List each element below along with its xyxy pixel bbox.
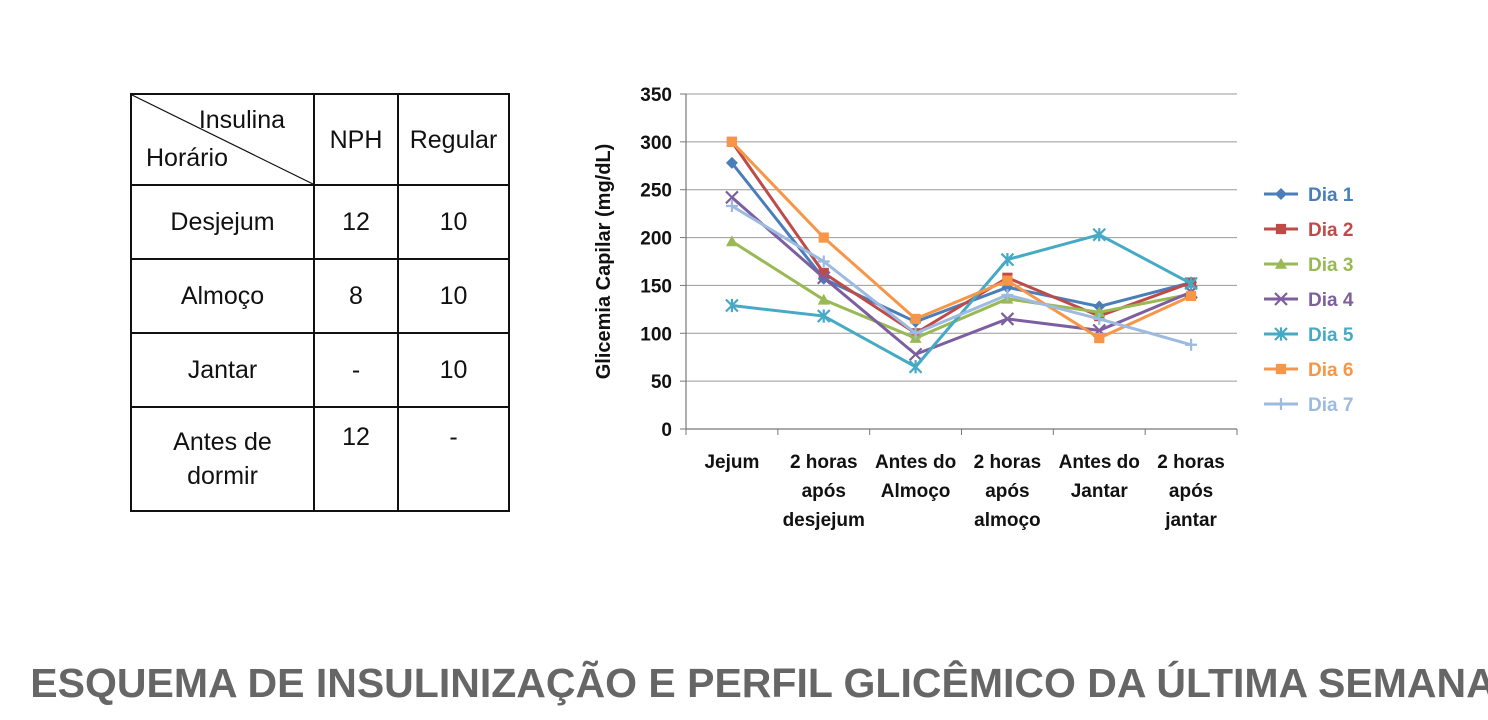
header-nph: NPH — [313, 93, 399, 186]
data-point — [1000, 252, 1015, 267]
data-point — [725, 298, 739, 313]
header-horario: Horário — [146, 144, 228, 172]
data-point — [726, 136, 738, 147]
data-point — [1275, 258, 1287, 269]
data-point — [1274, 292, 1288, 306]
x-tick-label: 2 horas após almoço — [974, 452, 1042, 531]
y-tick-label: 100 — [640, 324, 672, 345]
y-tick-label: 0 — [661, 420, 672, 441]
data-point — [909, 327, 922, 340]
cell-horario: Antes de dormir — [130, 406, 315, 512]
data-point — [1274, 327, 1288, 341]
table-header-row: Insulina Horário NPH Regular — [130, 93, 510, 186]
data-point — [1094, 332, 1105, 344]
data-point — [817, 255, 830, 268]
x-tick-label: Antes do Almoço — [875, 452, 956, 502]
x-tick-label: 2 horas após desjejum — [783, 452, 865, 531]
y-tick-label: 50 — [651, 372, 672, 393]
cell-horario-line: Jantar — [187, 356, 258, 384]
cell-regular: 10 — [397, 332, 510, 408]
table-row: Almoço 8 10 — [130, 258, 510, 334]
x-tick-label: Antes do Jantar — [1059, 452, 1140, 502]
series-line — [731, 204, 1192, 347]
x-tick-label: Jejum — [704, 452, 759, 473]
data-point — [910, 313, 921, 325]
data-point — [1275, 363, 1287, 375]
cell-horario: Desjejum — [130, 184, 315, 260]
page-title: ESQUEMA DE INSULINIZAÇÃO E PERFIL GLICÊM… — [30, 660, 1488, 706]
data-point — [1092, 227, 1107, 242]
data-point — [818, 267, 829, 279]
cell-nph: 12 — [313, 406, 399, 512]
legend-label: Dia 6 — [1308, 360, 1353, 381]
data-point — [908, 347, 923, 362]
data-point — [908, 360, 923, 374]
header-regular: Regular — [397, 93, 510, 186]
x-tick-label: 2 horas após jantar — [1157, 452, 1225, 531]
y-tick-label: 350 — [640, 85, 672, 106]
data-point — [1275, 398, 1287, 410]
data-point — [817, 293, 830, 305]
data-point — [725, 190, 739, 205]
cell-horario: Almoço — [130, 258, 315, 334]
y-tick-label: 200 — [640, 229, 672, 250]
cell-horario-line: dormir — [187, 462, 258, 490]
insulin-schedule-table: Insulina Horário NPH Regular Desjejum 12… — [130, 93, 510, 512]
data-point — [725, 235, 738, 247]
cell-horario: Jantar — [130, 332, 315, 408]
data-point — [1093, 312, 1106, 325]
series-line — [731, 240, 1192, 340]
legend-label: Dia 7 — [1308, 395, 1353, 416]
data-point — [818, 232, 829, 243]
header-insulina: Insulina — [198, 106, 285, 134]
data-point — [1002, 275, 1013, 286]
data-point — [1000, 312, 1015, 326]
data-point — [1275, 188, 1287, 200]
legend-label: Dia 3 — [1308, 255, 1353, 276]
glucose-line-chart: 0 50 100 150 200 250 300 350 Jejum 2 horas após des… — [593, 85, 1354, 531]
data-point — [1093, 306, 1106, 318]
cell-nph: 8 — [313, 258, 399, 334]
cell-regular: 10 — [397, 184, 510, 260]
y-tick-label: 150 — [640, 276, 672, 297]
cell-horario-line: Almoço — [180, 282, 265, 310]
data-point — [1185, 290, 1197, 302]
table-row: Antes de dormir 12 - — [130, 406, 510, 512]
diagonal-line — [132, 95, 313, 184]
data-point — [725, 199, 738, 212]
data-point — [1184, 276, 1198, 291]
series-line — [730, 140, 1192, 340]
data-point — [816, 270, 831, 285]
y-tick-label: 300 — [640, 133, 672, 154]
table-row: Desjejum 12 10 — [130, 184, 510, 260]
legend-label: Dia 1 — [1308, 185, 1354, 206]
cell-regular: 10 — [397, 258, 510, 334]
series-line — [730, 196, 1192, 357]
data-point — [1275, 223, 1287, 235]
cell-nph: 12 — [313, 184, 399, 260]
data-point — [725, 156, 738, 169]
y-tick-label: 250 — [640, 181, 672, 202]
data-point — [1001, 289, 1014, 301]
data-point — [816, 309, 831, 323]
cell-horario-line: Antes de — [173, 428, 272, 456]
legend-label: Dia 2 — [1308, 220, 1353, 241]
cell-nph: - — [313, 332, 399, 408]
legend-label: Dia 5 — [1308, 325, 1354, 346]
y-axis-label: Glicemia Capilar (mg/dL) — [593, 144, 615, 380]
legend-label: Dia 4 — [1308, 290, 1354, 311]
cell-horario-line: Desjejum — [170, 208, 275, 236]
data-point — [1185, 338, 1198, 351]
table-row: Jantar - 10 — [130, 332, 510, 408]
cell-regular: - — [397, 406, 510, 512]
diagonal-header-cell: Insulina Horário — [130, 93, 315, 186]
